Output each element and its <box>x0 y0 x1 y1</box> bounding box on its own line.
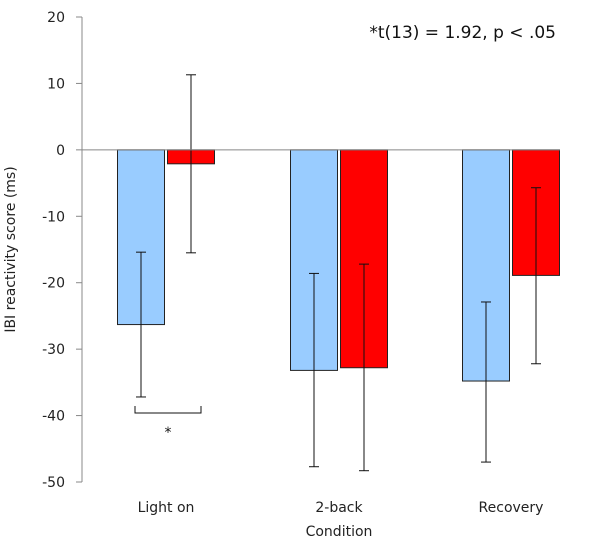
x-tick-label: 2-back <box>315 500 363 516</box>
y-tick-label: -10 <box>42 209 65 225</box>
error-bar <box>359 263 369 472</box>
x-axis-title: Condition <box>306 524 373 540</box>
error-bar <box>309 272 319 468</box>
y-tick-label: -40 <box>42 409 65 425</box>
significance-annotation: *t(13) = 1.92, p < .05 <box>369 23 556 43</box>
x-tick-label: Recovery <box>479 500 544 516</box>
significance-marker: * <box>134 406 202 441</box>
error-bar <box>531 187 541 365</box>
bars <box>117 149 560 382</box>
y-tick-label: -50 <box>42 475 65 491</box>
error-bar <box>481 301 491 463</box>
error-bars <box>136 74 541 472</box>
y-tick-label: 20 <box>47 10 65 26</box>
error-bar <box>136 251 146 398</box>
y-axis-title: IBI reactivity score (ms) <box>3 166 19 332</box>
y-axis-ticks: 20 10 0 -10 -20 -30 -40 -50 <box>42 10 82 491</box>
significance-star: * <box>165 425 172 441</box>
significance-bracket <box>134 406 202 414</box>
y-tick-label: -20 <box>42 276 65 292</box>
error-bar <box>186 74 196 254</box>
x-axis-tick-labels: Light on 2-back Recovery <box>138 500 544 516</box>
y-tick-label: -30 <box>42 342 65 358</box>
y-tick-label: 10 <box>47 76 65 92</box>
x-tick-label: Light on <box>138 500 195 516</box>
y-tick-label: 0 <box>56 143 65 159</box>
